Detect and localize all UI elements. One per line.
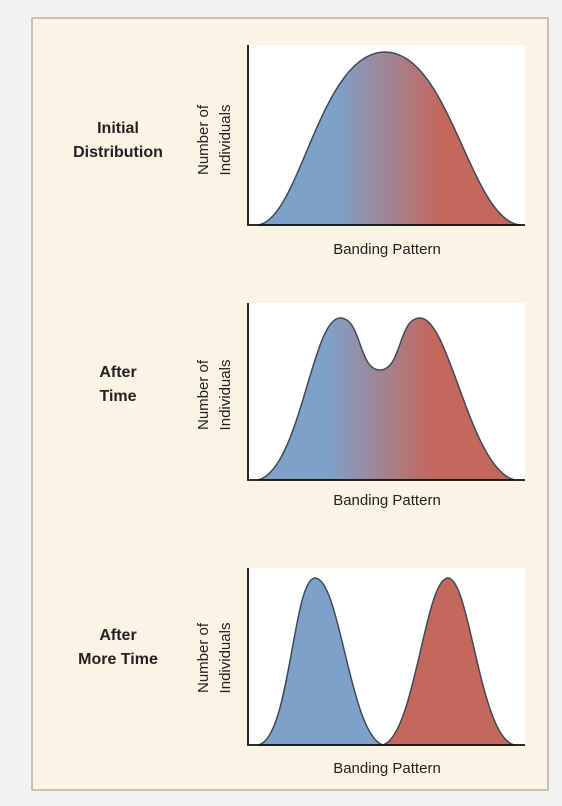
panel-label: After Time — [99, 364, 136, 405]
text-line: After — [99, 364, 136, 381]
axes — [247, 45, 525, 226]
text-line: Individuals — [217, 105, 234, 176]
distribution-curve — [257, 51, 521, 226]
panel: After More Time Number of Individuals Band… — [78, 568, 525, 777]
text-line: Initial — [97, 120, 139, 137]
text-line: Distribution — [73, 144, 163, 161]
text-line: After — [99, 627, 136, 644]
panel: After Time Number of Individuals Banding P… — [99, 303, 525, 509]
y-axis-label: Number of Individuals — [195, 359, 234, 430]
panel-label: After More Time — [78, 627, 158, 668]
text-line: Number of — [195, 359, 212, 430]
text-line: Number of — [195, 622, 212, 693]
x-axis-label: Banding Pattern — [333, 492, 441, 509]
panel: Initial Distribution Number of Individuals… — [73, 45, 525, 258]
axes — [247, 568, 525, 746]
text-line: Number of — [195, 104, 212, 175]
y-axis-label: Number of Individuals — [195, 104, 234, 175]
distribution-curve — [382, 577, 516, 746]
panel-label: Initial Distribution — [73, 120, 163, 161]
text-line: Individuals — [217, 623, 234, 694]
distribution-curve — [257, 577, 384, 746]
y-axis-label: Number of Individuals — [195, 622, 234, 693]
text-line: More Time — [78, 651, 158, 668]
x-axis-label: Banding Pattern — [333, 241, 441, 258]
text-line: Time — [99, 388, 136, 405]
x-axis-label: Banding Pattern — [333, 760, 441, 777]
distribution-curve — [257, 317, 516, 481]
text-line: Individuals — [217, 360, 234, 431]
axes — [247, 303, 525, 481]
